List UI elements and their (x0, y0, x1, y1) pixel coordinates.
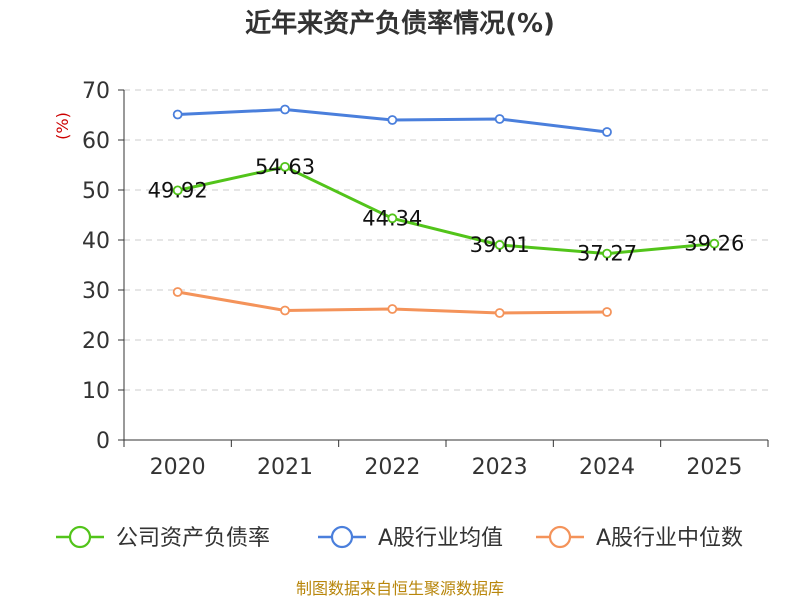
y-tick-label: 70 (82, 79, 110, 104)
legend-marker (330, 525, 354, 549)
y-tick-label: 40 (82, 229, 110, 254)
legend-item-0[interactable]: 公司资产负债率 (56, 525, 270, 551)
data-point[interactable] (172, 185, 183, 196)
x-tick-label: 2025 (686, 455, 742, 480)
x-tick-label: 2021 (257, 455, 313, 480)
data-point[interactable] (172, 287, 183, 297)
legend-item-1[interactable]: A股行业均值 (318, 525, 503, 551)
y-tick-label: 20 (82, 329, 110, 354)
data-label: 37.27 (577, 242, 637, 266)
data-point[interactable] (280, 104, 290, 115)
data-label: 54.63 (255, 155, 315, 179)
legend-label: A股行业均值 (378, 526, 503, 551)
data-label: 39.01 (470, 233, 530, 257)
x-tick-label: 2023 (472, 455, 528, 480)
data-label: 44.34 (362, 206, 422, 230)
axes: 0 10 20 30 40 50 60 70 2020 2021 2022 2023 2024 2025 (82, 79, 769, 480)
data-point[interactable] (172, 109, 183, 120)
data-point[interactable] (280, 305, 290, 316)
data-source-note: 制图数据来自恒生聚源数据库 (296, 579, 504, 598)
data-label: 39.26 (684, 232, 744, 256)
x-tick-label: 2020 (150, 455, 206, 480)
data-point[interactable] (494, 114, 505, 124)
y-tick-label: 30 (82, 279, 110, 304)
chart-title: 近年来资产负债率情况(%) (245, 8, 555, 39)
data-point[interactable] (709, 238, 720, 249)
legend-marker (68, 525, 92, 549)
data-point[interactable] (494, 308, 505, 318)
data-point[interactable] (494, 240, 505, 250)
legend-marker (548, 525, 572, 549)
data-label: 49.92 (148, 178, 208, 202)
series-line-0 (177, 165, 715, 256)
data-point[interactable] (387, 213, 398, 224)
data-point[interactable] (602, 248, 612, 259)
y-axis-label: (%) (53, 112, 72, 140)
y-tick-label: 0 (96, 429, 110, 454)
data-point[interactable] (387, 115, 398, 125)
data-labels: 49.92 54.63 44.34 39.01 37.27 39.26 (148, 155, 745, 266)
y-tick-label: 10 (82, 379, 110, 404)
x-tick-label: 2022 (364, 455, 420, 480)
y-tick-label: 60 (82, 129, 110, 154)
series-group (172, 104, 720, 318)
data-point[interactable] (602, 127, 612, 137)
grid-lines (124, 89, 768, 391)
y-tick-label: 50 (82, 179, 110, 204)
data-point[interactable] (280, 161, 290, 172)
data-point[interactable] (602, 307, 612, 317)
data-point[interactable] (387, 304, 398, 314)
legend-item-2[interactable]: A股行业中位数 (536, 525, 743, 551)
legend: 公司资产负债率 A股行业均值 A股行业中位数 (56, 525, 743, 551)
x-tick-label: 2024 (579, 455, 635, 480)
legend-label: 公司资产负债率 (116, 526, 270, 551)
legend-label: A股行业中位数 (596, 526, 743, 551)
